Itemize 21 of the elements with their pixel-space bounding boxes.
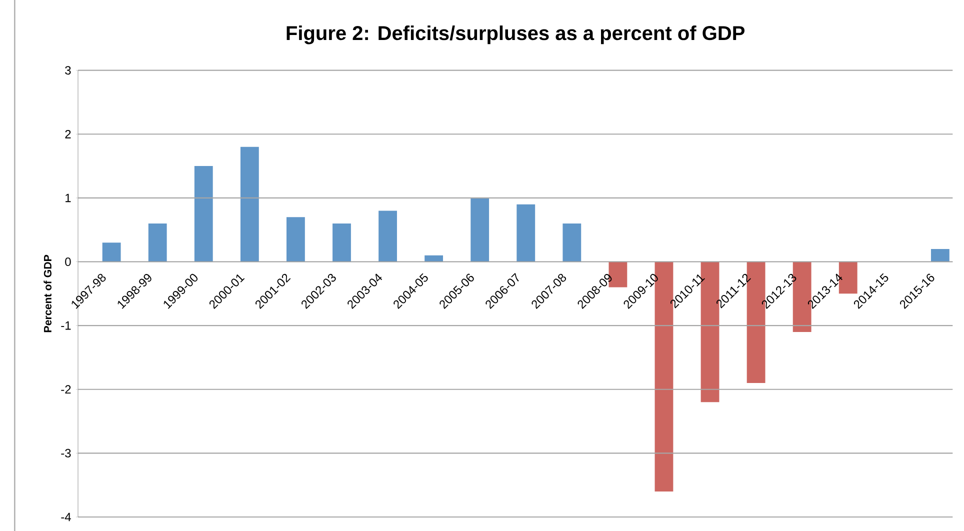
bar <box>470 198 490 262</box>
y-tick-label: 3 <box>65 66 71 75</box>
bar <box>930 248 950 262</box>
bar <box>562 223 582 262</box>
y-tick-label: 2 <box>65 130 71 138</box>
y-tick-label: -2 <box>61 385 71 394</box>
bar <box>194 166 213 262</box>
bar <box>148 223 167 262</box>
y-axis-title: Percent of GDP <box>44 254 52 332</box>
bar <box>332 223 351 262</box>
y-tick-label: -1 <box>61 321 71 330</box>
y-tick-label: -3 <box>61 448 71 458</box>
y-tick-label: -4 <box>61 512 71 522</box>
bar <box>240 146 259 262</box>
y-tick-label: 1 <box>66 194 71 202</box>
chart-title: Figure 2: Deficits/surpluses as a percent of GDP <box>286 25 744 44</box>
bar <box>516 204 536 262</box>
y-tick-label: 0 <box>65 258 71 266</box>
bar <box>286 217 305 262</box>
bar <box>378 210 397 262</box>
bar <box>102 242 121 262</box>
